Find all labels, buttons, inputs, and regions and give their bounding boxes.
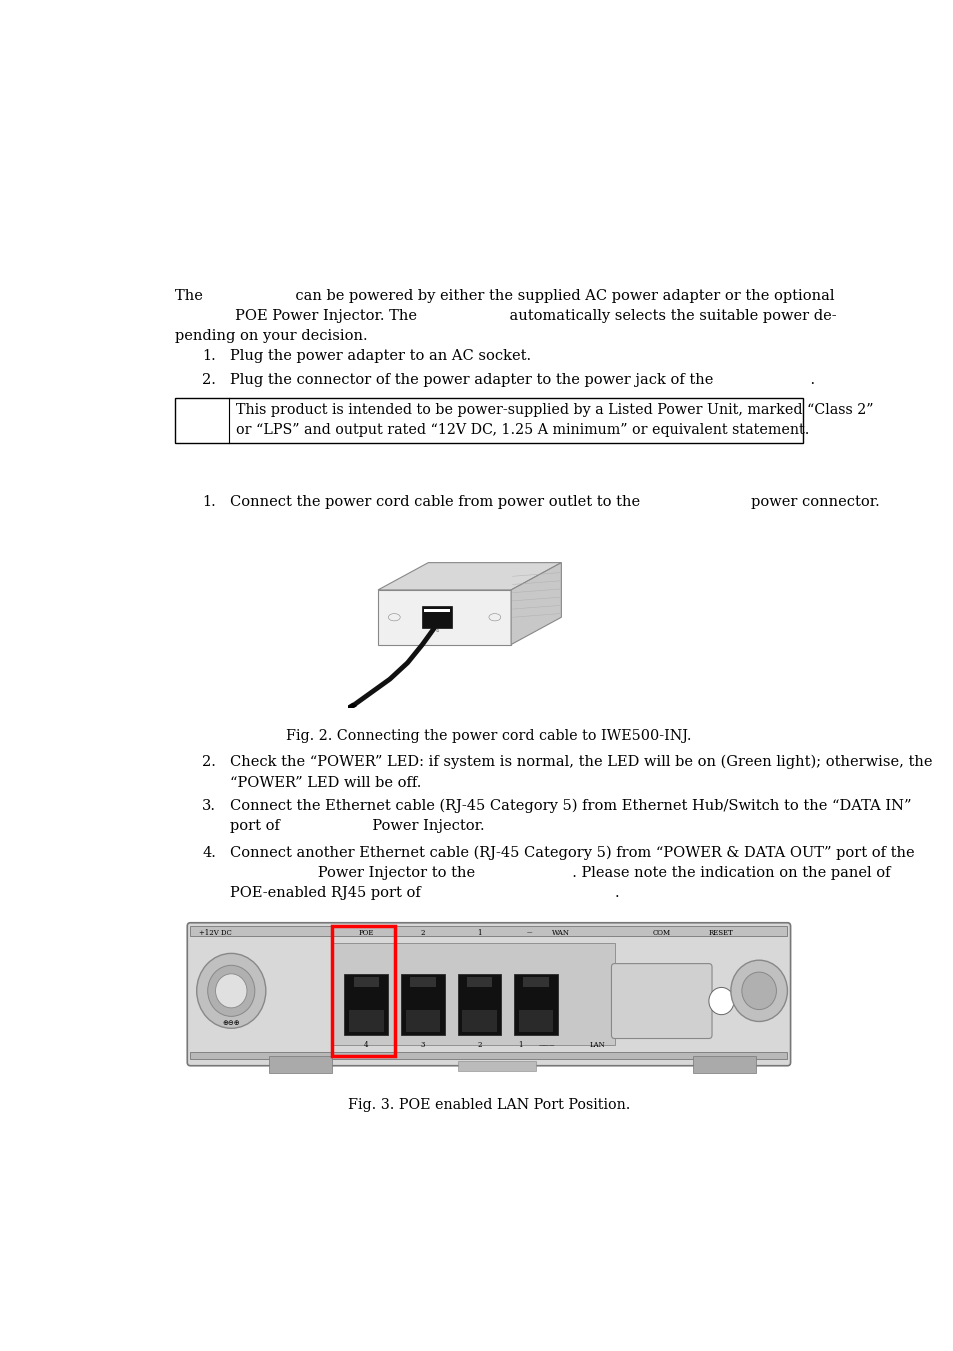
Text: Check the “POWER” LED: if system is normal, the LED will be on (Green light); ot: Check the “POWER” LED: if system is norm… <box>230 755 932 789</box>
Text: 4.: 4. <box>202 846 215 859</box>
Text: 3.: 3. <box>202 798 215 813</box>
Bar <box>174 399 802 443</box>
Text: This product is intended to be power-supplied by a Listed Power Unit, marked “Cl: This product is intended to be power-sup… <box>235 404 873 436</box>
Text: Connect the power cord cable from power outlet to the                        pow: Connect the power cord cable from power … <box>230 494 879 509</box>
Text: Plug the power adapter to an AC socket.: Plug the power adapter to an AC socket. <box>230 350 531 363</box>
Text: 2.: 2. <box>202 373 215 388</box>
Text: Fig. 3. POE enabled LAN Port Position.: Fig. 3. POE enabled LAN Port Position. <box>348 1098 629 1112</box>
Text: The                    can be powered by either the supplied AC power adapter or: The can be powered by either the supplie… <box>174 289 836 343</box>
Text: 1.: 1. <box>202 494 215 509</box>
Text: Fig. 2. Connecting the power cord cable to IWE500-INJ.: Fig. 2. Connecting the power cord cable … <box>286 730 691 743</box>
Text: 2.: 2. <box>202 755 215 769</box>
Text: Plug the connector of the power adapter to the power jack of the                : Plug the connector of the power adapter … <box>230 373 815 388</box>
Text: 1.: 1. <box>202 350 215 363</box>
Text: Connect the Ethernet cable (RJ-45 Category 5) from Ethernet Hub/Switch to the “D: Connect the Ethernet cable (RJ-45 Catego… <box>230 798 911 834</box>
Text: Connect another Ethernet cable (RJ-45 Category 5) from “POWER & DATA OUT” port o: Connect another Ethernet cable (RJ-45 Ca… <box>230 846 914 900</box>
